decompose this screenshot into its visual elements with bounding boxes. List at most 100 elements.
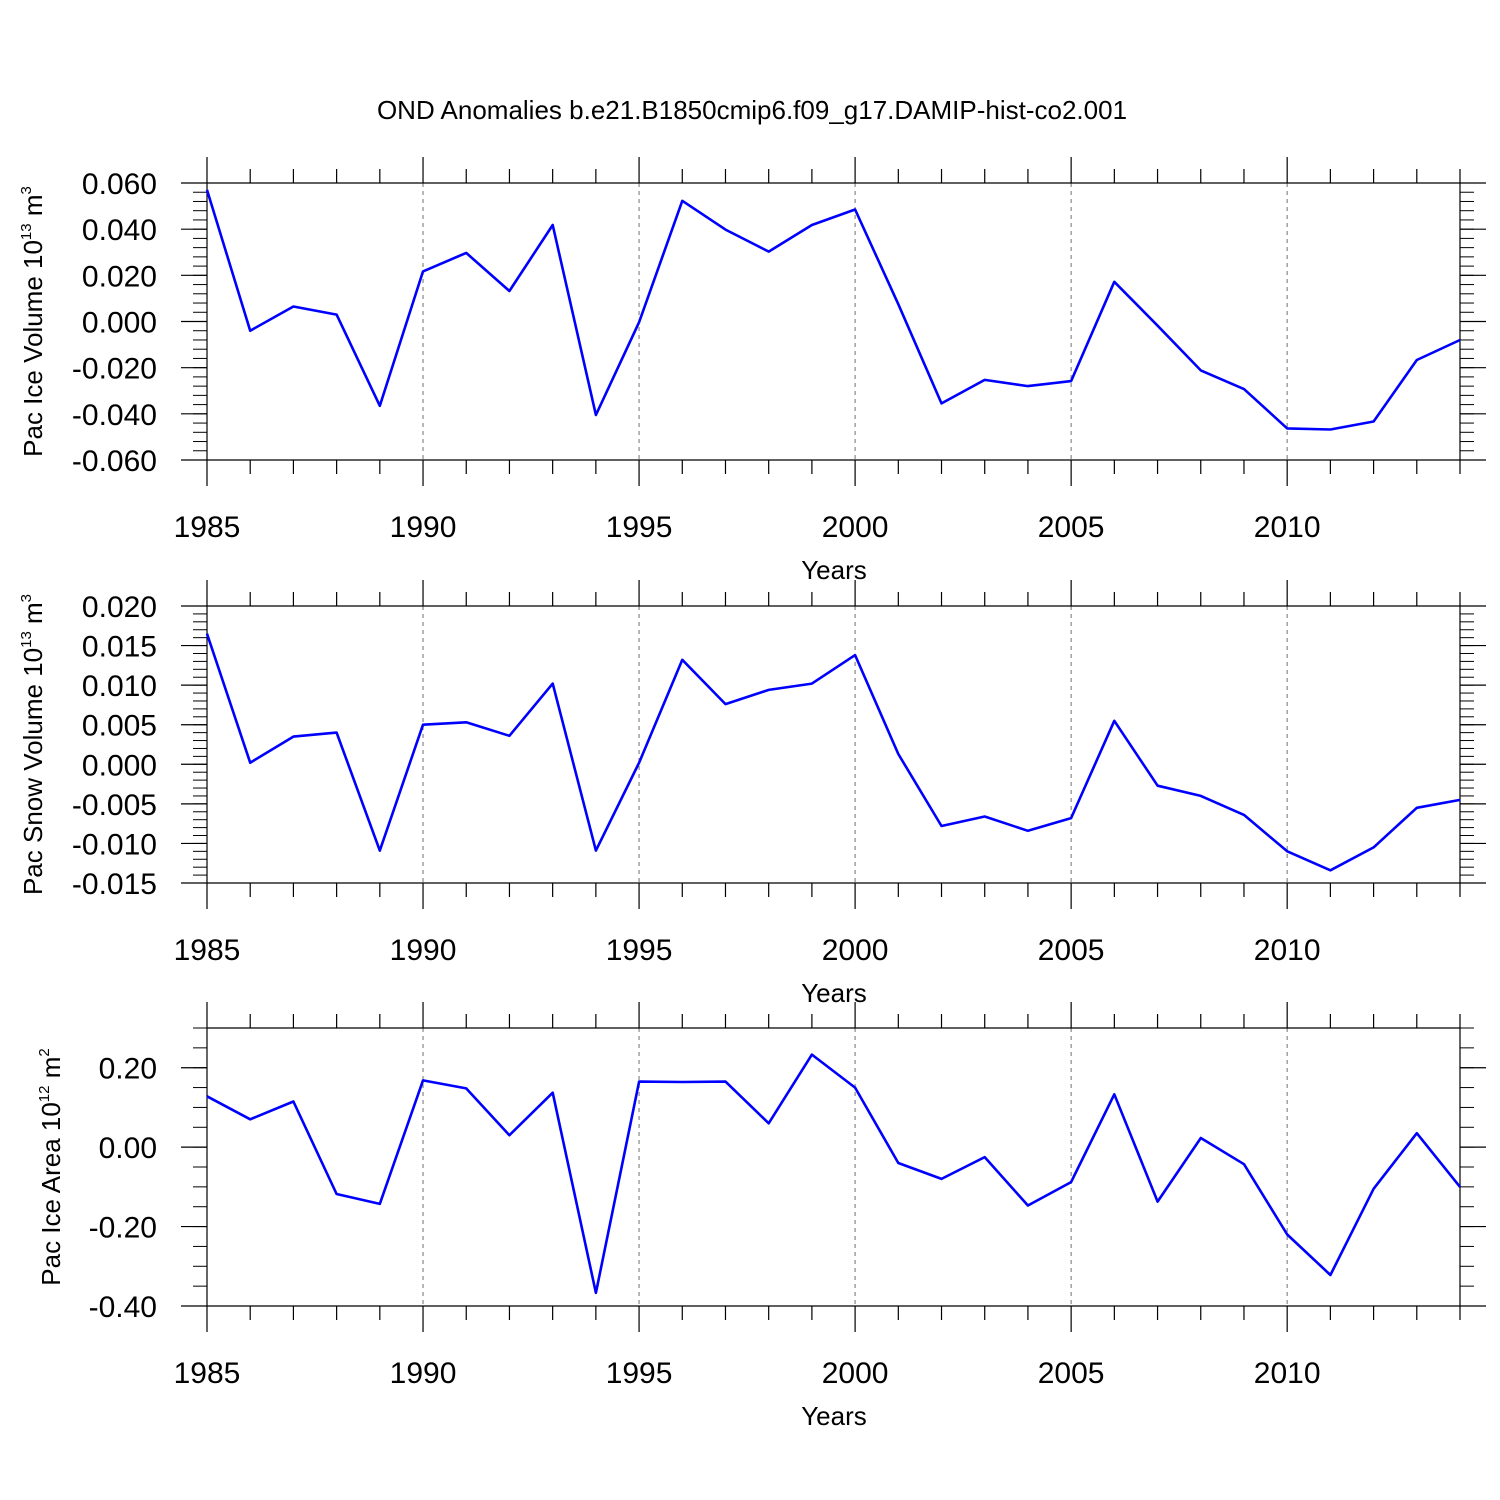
data-point — [594, 413, 598, 417]
x-tick-label: 1985 — [174, 511, 241, 544]
data-point — [291, 304, 295, 308]
y-tick-label: -0.060 — [72, 445, 157, 478]
data-point — [1242, 1162, 1246, 1166]
data-point — [421, 269, 425, 273]
data-point — [421, 1078, 425, 1082]
y-axis-title-unit: m — [18, 602, 48, 631]
y-tick-label: -0.040 — [72, 399, 157, 432]
y-tick-label: 0.000 — [82, 749, 157, 782]
data-point — [507, 289, 511, 293]
y-axis-title: Pac Snow Volume 1013 m3 — [18, 594, 48, 895]
data-point — [853, 653, 857, 657]
y-axis-title-unit-exp: 3 — [18, 186, 35, 194]
y-tick-label: 0.20 — [99, 1053, 157, 1086]
data-point — [983, 378, 987, 382]
y-axis-title-exp: 12 — [36, 1085, 53, 1102]
data-point — [1328, 1273, 1332, 1277]
x-axis-title: Years — [801, 555, 867, 585]
x-tick-label: 1985 — [174, 934, 241, 967]
x-tick-label: 1990 — [390, 511, 457, 544]
data-point — [1285, 426, 1289, 430]
x-tick-label: 2005 — [1038, 511, 1105, 544]
data-point — [1328, 868, 1332, 872]
y-axis-title-unit-exp: 3 — [18, 594, 35, 602]
y-tick-label: 0.015 — [82, 631, 157, 664]
data-point — [1112, 1092, 1116, 1096]
x-tick-label: 1995 — [606, 1357, 673, 1390]
data-point — [810, 682, 814, 686]
data-point — [335, 1192, 339, 1196]
panel-3: 1985 1990 1995 2000 2005 2010 Years 0.20 0.00 -0.… — [36, 1002, 1486, 1431]
x-tick-label: 2000 — [822, 1357, 889, 1390]
data-point — [1156, 1200, 1160, 1204]
y-axis-title-unit: m — [36, 1057, 66, 1086]
series-line — [205, 189, 1461, 431]
x-tick-label: 1995 — [606, 511, 673, 544]
chart-title: OND Anomalies b.e21.B1850cmip6.f09_g17.D… — [377, 95, 1127, 125]
y-tick-label: -0.40 — [89, 1291, 157, 1324]
data-point — [896, 302, 900, 306]
data-point — [940, 401, 944, 405]
data-point — [637, 320, 641, 324]
data-point — [1328, 428, 1332, 432]
data-point — [680, 1080, 684, 1084]
x-tick-label: 1990 — [390, 1357, 457, 1390]
data-point — [205, 1094, 209, 1098]
data-point — [983, 1155, 987, 1159]
data-point — [421, 723, 425, 727]
data-point — [1156, 324, 1160, 328]
data-point — [940, 1177, 944, 1181]
data-point — [551, 682, 555, 686]
data-point — [291, 1099, 295, 1103]
data-point — [896, 1161, 900, 1165]
y-tick-label: -0.20 — [89, 1212, 157, 1245]
y-tick-label: -0.010 — [72, 828, 157, 861]
y-axis-title-unit: m — [18, 194, 48, 223]
data-point — [1415, 1131, 1419, 1135]
data-point — [723, 702, 727, 706]
y-tick-label: -0.015 — [72, 868, 157, 901]
x-tick-label: 2005 — [1038, 1357, 1105, 1390]
y-tick-label: 0.020 — [82, 260, 157, 293]
y-tick-label: 0.010 — [82, 670, 157, 703]
data-point — [1069, 1180, 1073, 1184]
y-tick-label: -0.020 — [72, 353, 157, 386]
data-point — [507, 734, 511, 738]
data-point — [1372, 845, 1376, 849]
x-tick-label: 2000 — [822, 511, 889, 544]
data-point — [680, 199, 684, 203]
data-point — [594, 1291, 598, 1295]
data-point — [464, 251, 468, 255]
panel-2: 1985 1990 1995 2000 2005 2010 Years 0.020 0.015 0… — [18, 580, 1486, 1008]
y-tick-label: -0.005 — [72, 789, 157, 822]
data-point — [940, 824, 944, 828]
data-point — [248, 329, 252, 333]
data-point — [594, 849, 598, 853]
data-point — [464, 1086, 468, 1090]
data-point — [680, 658, 684, 662]
x-tick-label: 2010 — [1254, 934, 1321, 967]
data-point — [637, 1080, 641, 1084]
data-point — [1415, 806, 1419, 810]
data-point — [896, 752, 900, 756]
y-axis-title-base: Pac Snow Volume 10 — [18, 648, 48, 895]
series-line — [206, 1053, 1462, 1295]
series-line — [205, 633, 1461, 872]
data-point — [335, 731, 339, 735]
data-point — [464, 720, 468, 724]
y-axis-title-base: Pac Ice Area 10 — [36, 1102, 66, 1286]
data-point — [551, 1091, 555, 1095]
y-axis-title-unit-exp: 2 — [36, 1048, 53, 1056]
x-tick-label: 2000 — [822, 934, 889, 967]
y-axis-title-exp: 13 — [18, 223, 35, 240]
data-point — [507, 1133, 511, 1137]
data-point — [1156, 784, 1160, 788]
data-point — [1242, 387, 1246, 391]
data-point — [1458, 338, 1462, 342]
data-point — [291, 735, 295, 739]
y-tick-label: 0.060 — [82, 168, 157, 201]
data-point — [205, 188, 209, 192]
data-point — [551, 223, 555, 227]
y-tick-label: 0.020 — [82, 591, 157, 624]
